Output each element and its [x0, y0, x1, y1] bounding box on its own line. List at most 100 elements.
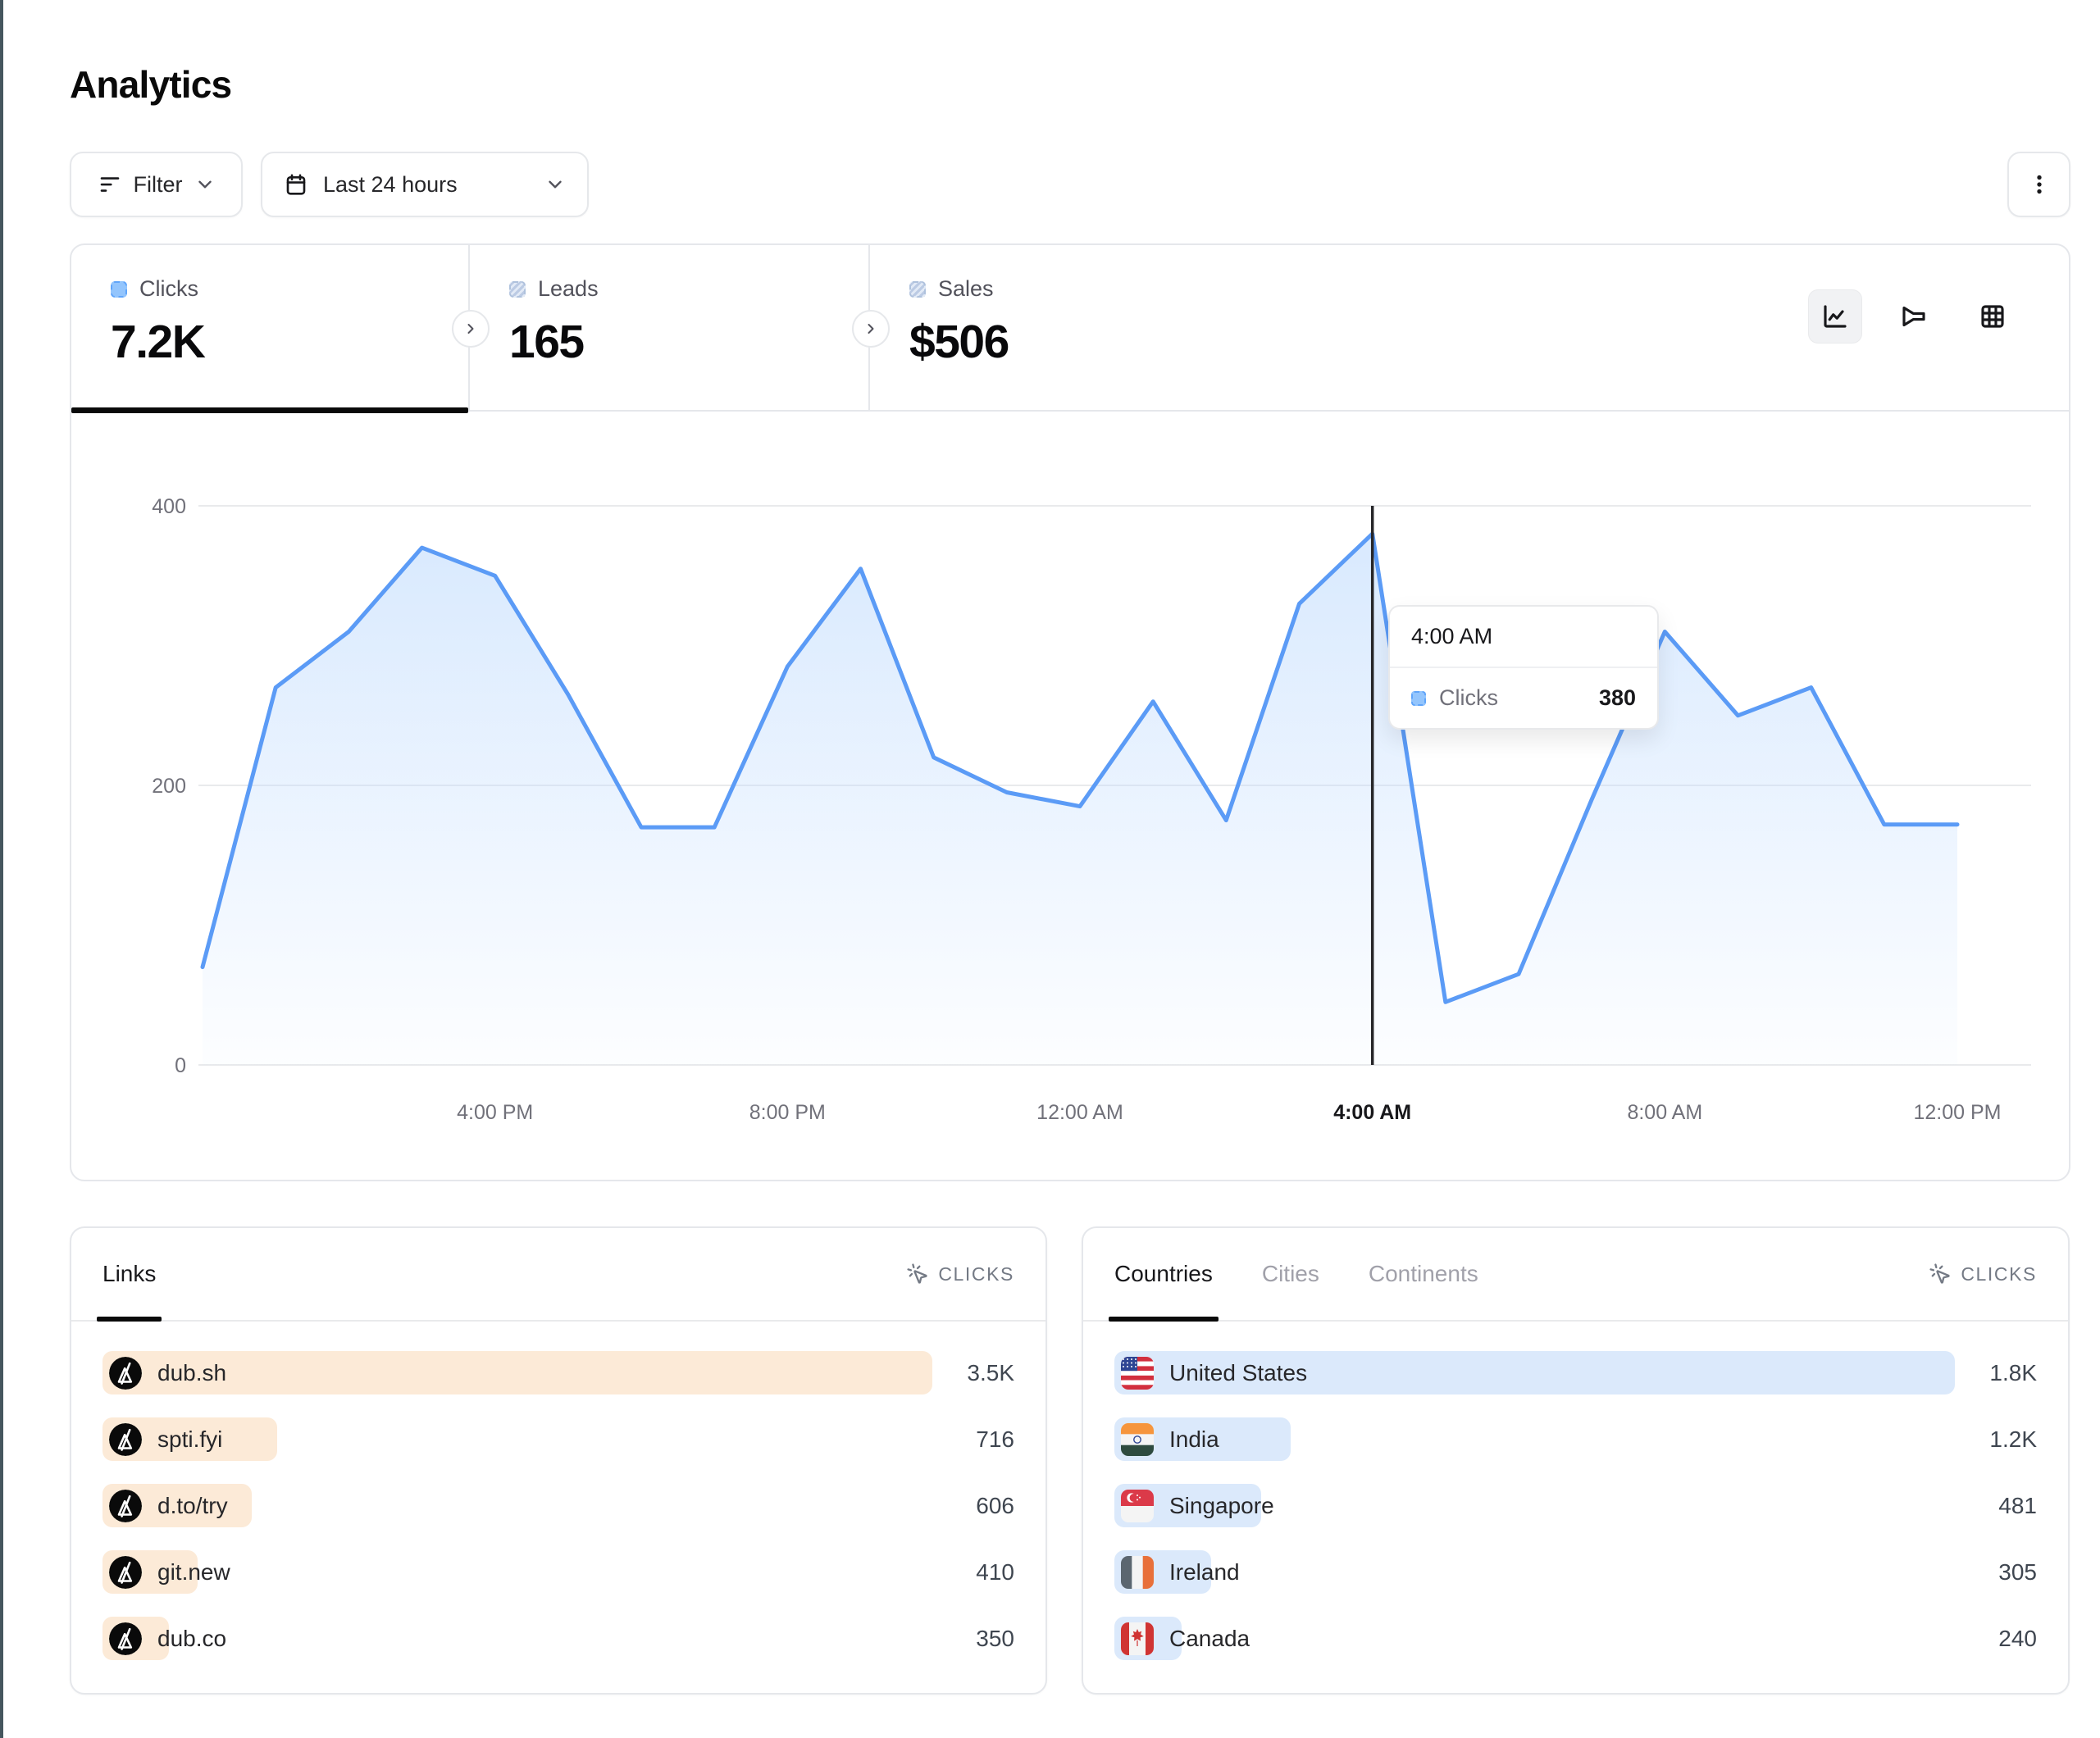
line-chart-toggle[interactable]: [1808, 289, 1862, 344]
row-value: 3.5K: [967, 1359, 1014, 1385]
table-row[interactable]: Singapore 481: [1114, 1484, 2037, 1527]
table-row[interactable]: d.to/try 606: [102, 1484, 1014, 1527]
row-label: dub.sh: [157, 1359, 227, 1385]
tooltip-value: 380: [1598, 685, 1636, 710]
sg-flag-icon: [1121, 1489, 1154, 1522]
sales-series-marker: [909, 280, 926, 298]
table-row[interactable]: git.new 410: [102, 1550, 1014, 1594]
chevron-right-icon: [863, 321, 879, 337]
funnel-chart-icon: [1899, 302, 1929, 331]
row-label: d.to/try: [157, 1492, 228, 1518]
table-row[interactable]: spti.fyi 716: [102, 1417, 1014, 1461]
date-range-label: Last 24 hours: [323, 171, 458, 197]
row-label: dub.co: [157, 1625, 227, 1651]
row-value: 1.2K: [1989, 1426, 2037, 1452]
links-card-header: Links CLICKS: [71, 1228, 1045, 1322]
row-value: 410: [976, 1558, 1014, 1585]
stat-label: Clicks: [139, 276, 198, 301]
x-tick-label: 4:00 PM: [457, 1101, 533, 1124]
more-options-button[interactable]: [2007, 152, 2070, 217]
table-row[interactable]: United States 1.8K: [1114, 1351, 2037, 1394]
line-chart-icon: [1820, 302, 1850, 331]
filter-button-label: Filter: [133, 171, 183, 197]
stats-tab-row: Clicks 7.2K Leads 165 Sales $506: [71, 245, 2069, 413]
row-label: spti.fyi: [157, 1426, 223, 1452]
stat-value: $506: [909, 316, 1009, 368]
filter-lines-icon: [98, 172, 122, 197]
cursor-click-icon: [1929, 1263, 1952, 1285]
tab-links[interactable]: Links: [97, 1228, 162, 1322]
tab-countries[interactable]: Countries: [1109, 1228, 1219, 1322]
window-edge-divider: [0, 0, 3, 1738]
clicks-area-chart[interactable]: 0 200 400 4:00 PM 8:00 PM 12:00 AM 4:00 AM 8:0…: [71, 412, 2069, 1180]
y-tick-label: 400: [152, 495, 186, 518]
countries-card-header: Countries Cities Continents CLICKS: [1083, 1228, 2068, 1322]
stat-label: Leads: [538, 276, 599, 301]
funnel-chart-toggle[interactable]: [1887, 289, 1941, 344]
row-label: India: [1169, 1426, 1219, 1452]
filter-button[interactable]: Filter: [70, 152, 243, 217]
tab-continents[interactable]: Continents: [1363, 1228, 1484, 1320]
links-card: Links CLICKS dub.sh 3.5K spti.fyi 716 d.to/t…: [70, 1226, 1047, 1695]
x-tick-label: 12:00 AM: [1036, 1101, 1123, 1124]
clicks-metric-selector[interactable]: CLICKS: [1929, 1263, 2037, 1285]
metric-label: CLICKS: [938, 1263, 1014, 1285]
expand-sales-button[interactable]: [852, 310, 890, 348]
clicks-line: [200, 531, 1960, 1004]
countries-card: Countries Cities Continents CLICKS Unite…: [1082, 1226, 2070, 1695]
dub-logo-icon: [109, 1555, 142, 1589]
clicks-series-marker: [1411, 690, 1426, 706]
chart-view-toggles: [1808, 289, 2020, 344]
links-row-list: dub.sh 3.5K spti.fyi 716 d.to/try 606 git.new 4…: [71, 1322, 1045, 1660]
in-flag-icon: [1121, 1422, 1154, 1456]
table-grid-toggle[interactable]: [1966, 289, 2020, 344]
ca-flag-icon: [1121, 1622, 1154, 1655]
x-tick-label: 8:00 PM: [749, 1101, 826, 1124]
ie-flag-icon: [1121, 1555, 1154, 1589]
row-value: 481: [1998, 1492, 2037, 1518]
row-value: 350: [976, 1625, 1014, 1651]
clicks-metric-selector[interactable]: CLICKS: [906, 1263, 1014, 1285]
leads-series-marker: [509, 280, 526, 298]
area-fill: [203, 534, 1957, 1065]
stat-value: 7.2K: [111, 316, 206, 368]
table-row[interactable]: Canada 240: [1114, 1617, 2037, 1660]
stat-value: 165: [509, 316, 585, 368]
calendar-icon: [284, 172, 308, 197]
cursor-click-icon: [906, 1263, 929, 1285]
tab-sales[interactable]: Sales $506: [870, 245, 2069, 410]
table-row[interactable]: dub.sh 3.5K: [102, 1351, 1014, 1394]
countries-row-list: United States 1.8K India 1.2K Singapore 481 Ir…: [1083, 1322, 2068, 1660]
row-bar: [102, 1351, 932, 1394]
chevron-down-icon: [544, 174, 566, 195]
dub-logo-icon: [109, 1422, 142, 1456]
tooltip-series-label: Clicks: [1439, 685, 1498, 710]
tab-leads[interactable]: Leads 165: [470, 245, 870, 410]
x-tick-label: 12:00 PM: [1913, 1101, 2001, 1124]
row-value: 1.8K: [1989, 1359, 2037, 1385]
table-row[interactable]: dub.co 350: [102, 1617, 1014, 1660]
tab-cities[interactable]: Cities: [1256, 1228, 1325, 1320]
chevron-right-icon: [462, 321, 479, 337]
us-flag-icon: [1121, 1356, 1154, 1390]
row-label: git.new: [157, 1558, 230, 1585]
row-bar: [1114, 1351, 1955, 1394]
date-range-button[interactable]: Last 24 hours: [261, 152, 589, 217]
tab-label: Continents: [1368, 1261, 1478, 1286]
row-label: Canada: [1169, 1625, 1250, 1651]
dub-logo-icon: [109, 1356, 142, 1390]
table-row[interactable]: Ireland 305: [1114, 1550, 2037, 1594]
clicks-series-marker: [111, 280, 127, 298]
table-row[interactable]: India 1.2K: [1114, 1417, 2037, 1461]
tab-label: Cities: [1261, 1261, 1319, 1286]
y-tick-label: 0: [175, 1054, 186, 1077]
tab-clicks[interactable]: Clicks 7.2K: [71, 245, 470, 413]
x-tick-label: 8:00 AM: [1627, 1101, 1702, 1124]
tab-label: Countries: [1114, 1261, 1213, 1286]
chart-plot[interactable]: 0 200 400 4:00 PM 8:00 PM 12:00 AM 4:00 AM 8:0…: [71, 412, 2069, 1180]
expand-leads-button[interactable]: [452, 310, 490, 348]
metric-label: CLICKS: [1961, 1263, 2037, 1285]
row-value: 606: [976, 1492, 1014, 1518]
chevron-down-icon: [194, 174, 216, 195]
